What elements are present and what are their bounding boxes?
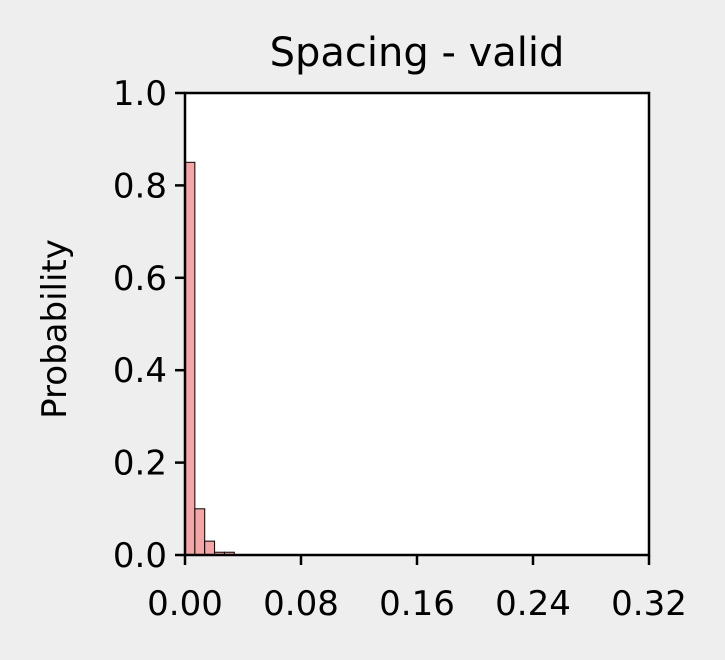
x-axis-ticks: 0.00 0.08 0.16 0.24 0.32 <box>147 555 687 624</box>
y-tick-label: 0.8 <box>113 166 167 206</box>
y-tick-label: 1.0 <box>113 74 167 114</box>
y-tick-label: 0.6 <box>113 259 167 299</box>
plot-area <box>185 93 649 555</box>
y-axis-label: Probability <box>35 239 75 419</box>
x-tick-label: 0.08 <box>263 584 339 624</box>
x-tick-label: 0.32 <box>611 584 687 624</box>
x-tick-label: 0.00 <box>147 584 223 624</box>
y-tick-label: 0.0 <box>113 536 167 576</box>
histogram-bar <box>204 540 216 556</box>
y-tick-label: 0.2 <box>113 444 167 484</box>
chart-title: Spacing - valid <box>270 30 565 76</box>
x-tick-label: 0.24 <box>495 584 571 624</box>
histogram-bar <box>184 161 196 556</box>
y-tick-label: 0.4 <box>113 351 167 391</box>
y-axis-ticks: 0.0 0.2 0.4 0.6 0.8 1.0 <box>113 74 185 576</box>
x-tick-label: 0.16 <box>379 584 455 624</box>
histogram-bar <box>194 508 206 556</box>
